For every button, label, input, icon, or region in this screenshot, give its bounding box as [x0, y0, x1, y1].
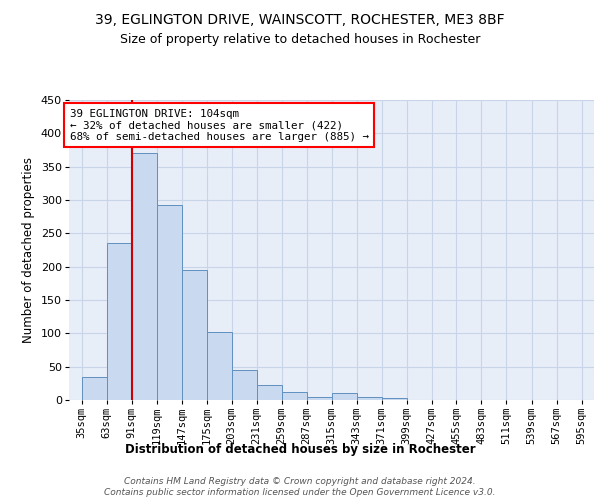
- Bar: [232, 370, 257, 400]
- Y-axis label: Number of detached properties: Number of detached properties: [22, 157, 35, 343]
- Bar: [182, 270, 206, 400]
- Bar: [307, 396, 331, 400]
- Text: 39, EGLINGTON DRIVE, WAINSCOTT, ROCHESTER, ME3 8BF: 39, EGLINGTON DRIVE, WAINSCOTT, ROCHESTE…: [95, 12, 505, 26]
- Bar: [281, 392, 307, 400]
- Bar: [82, 376, 107, 400]
- Bar: [206, 332, 232, 400]
- Bar: [356, 396, 382, 400]
- Text: Size of property relative to detached houses in Rochester: Size of property relative to detached ho…: [120, 32, 480, 46]
- Bar: [382, 398, 407, 400]
- Bar: [107, 244, 131, 400]
- Bar: [257, 386, 281, 400]
- Text: 39 EGLINGTON DRIVE: 104sqm
← 32% of detached houses are smaller (422)
68% of sem: 39 EGLINGTON DRIVE: 104sqm ← 32% of deta…: [70, 108, 369, 142]
- Bar: [157, 204, 182, 400]
- Text: Contains HM Land Registry data © Crown copyright and database right 2024.
Contai: Contains HM Land Registry data © Crown c…: [104, 478, 496, 497]
- Text: Distribution of detached houses by size in Rochester: Distribution of detached houses by size …: [125, 442, 475, 456]
- Bar: [131, 154, 157, 400]
- Bar: [331, 394, 356, 400]
